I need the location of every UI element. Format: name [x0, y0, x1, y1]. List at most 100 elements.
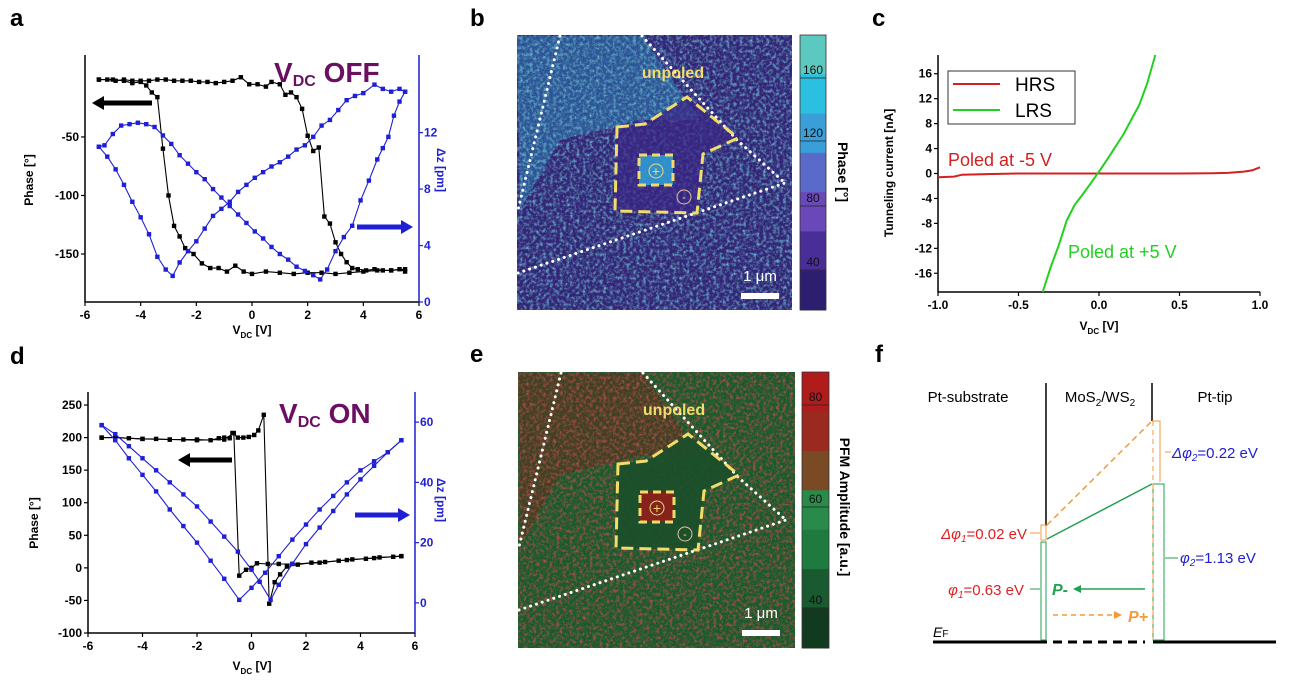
x-tick-label: 1.0 — [1252, 298, 1269, 312]
data-point — [317, 277, 323, 282]
dphi1-label: Δφ1=0.02 eV — [940, 526, 1027, 545]
x-axis-label: VDC [V] — [1080, 319, 1119, 336]
data-point — [105, 154, 110, 159]
data-point — [244, 182, 249, 188]
y2-tick-label: 0 — [424, 295, 431, 309]
y2-axis-label: Δz [pm] — [434, 478, 448, 522]
data-point — [227, 199, 232, 204]
data-point — [249, 271, 255, 277]
panel-f-band-diagram: Pt-substrate MoS2/WS2 Pt-tip Δφ1=0.02 eV… — [928, 383, 1276, 644]
chart-d: -6 -4 -2 0 2 4 6 -100 -50 0 50 100 150 200 250 0 20 40 60 V… — [27, 392, 448, 676]
data-point — [113, 435, 118, 440]
boundary-dotted-line — [517, 371, 563, 549]
data-point — [130, 80, 135, 86]
data-point — [222, 576, 227, 581]
data-point — [402, 267, 408, 272]
label-sub: DC — [293, 73, 317, 90]
data-point — [319, 270, 324, 275]
x-tick-label: 0 — [248, 639, 255, 653]
data-point — [255, 82, 260, 87]
series-line-3 — [98, 91, 406, 281]
data-point — [177, 260, 182, 265]
data-point — [303, 522, 309, 527]
data-point — [252, 432, 257, 438]
boundary-dotted-line — [517, 518, 788, 612]
data-point — [210, 213, 216, 219]
colorbar-tick-label: 120 — [803, 126, 823, 140]
y-tick-label: 200 — [62, 431, 82, 445]
y-tick-label: 100 — [62, 496, 82, 510]
data-point — [290, 537, 295, 542]
colorbar-segment — [800, 74, 826, 115]
data-point — [243, 567, 249, 573]
data-point — [385, 450, 390, 455]
data-point — [121, 78, 127, 83]
data-point — [249, 567, 254, 572]
data-point — [99, 435, 104, 440]
data-point — [303, 541, 309, 547]
data-point — [126, 456, 132, 461]
x-tick-label: 4 — [360, 308, 367, 322]
data-point — [350, 223, 355, 228]
panel-letter-a: a — [10, 5, 24, 32]
data-point — [391, 113, 397, 118]
data-point — [244, 220, 249, 226]
x-tick-label: 0.0 — [1091, 298, 1108, 312]
colorbar-label: Phase [°] — [835, 142, 851, 202]
data-point — [363, 268, 369, 273]
x-tick-label: 6 — [412, 639, 419, 653]
data-point — [246, 434, 251, 440]
data-point — [140, 456, 145, 461]
minus-marker — [677, 526, 693, 542]
data-point — [344, 259, 349, 265]
data-point — [347, 270, 352, 275]
colorbar-segment — [802, 529, 829, 570]
data-point — [191, 251, 196, 257]
x-tick-label: -0.5 — [1008, 298, 1029, 312]
data-point — [216, 265, 221, 271]
data-point — [249, 585, 254, 591]
annotation: Poled at -5 V — [948, 150, 1052, 170]
data-point — [388, 89, 394, 94]
data-point — [331, 493, 336, 499]
label-rest: ON — [321, 398, 371, 429]
x-tick-label: -6 — [80, 308, 91, 322]
x-tick-label: 2 — [303, 639, 310, 653]
data-point — [181, 523, 186, 529]
y2-tick-label: 4 — [424, 239, 431, 253]
data-point — [311, 272, 316, 278]
arrowhead-icon — [398, 508, 410, 522]
colorbar-tick-label: 160 — [803, 63, 823, 77]
data-point — [402, 89, 408, 94]
data-point — [399, 438, 404, 443]
x-axis-label: VDC [V] — [233, 323, 272, 340]
p-plus-label: P+ — [1128, 609, 1148, 626]
data-point — [235, 435, 241, 440]
x-tick-label: 6 — [416, 308, 423, 322]
data-point — [130, 78, 135, 83]
colorbar-tick-label: 60 — [809, 492, 823, 506]
chart-title: VDC OFF — [274, 57, 380, 90]
x-tick-label: -4 — [137, 639, 148, 653]
data-point — [252, 229, 257, 234]
poled-square-outline — [637, 153, 675, 187]
y2-tick-label: 20 — [420, 536, 434, 550]
data-point — [219, 195, 224, 200]
poled-square-outline — [638, 490, 676, 524]
panel-letter-f: f — [875, 341, 884, 368]
data-point — [167, 507, 172, 512]
scalebar — [742, 630, 780, 636]
data-point — [202, 177, 207, 182]
data-point — [265, 561, 271, 567]
y2-tick-label: 60 — [420, 415, 434, 429]
data-point — [358, 198, 363, 203]
p-minus-arrowhead — [1073, 585, 1081, 593]
y-tick-label: 150 — [62, 463, 82, 477]
barrier-p-plus — [1046, 420, 1153, 526]
x-tick-label: -1.0 — [928, 298, 949, 312]
data-point — [170, 273, 175, 279]
data-point — [222, 437, 227, 442]
p-minus-label: P- — [1052, 582, 1068, 599]
data-point — [196, 79, 202, 85]
data-point — [277, 82, 283, 87]
